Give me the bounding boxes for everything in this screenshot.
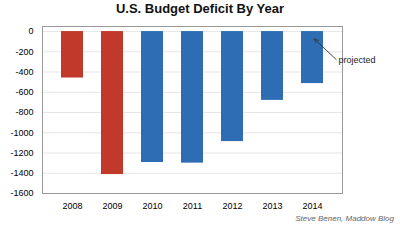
svg-text:2014: 2014 [302, 201, 322, 211]
svg-text:-1600: -1600 [10, 188, 33, 198]
svg-text:-200: -200 [15, 47, 33, 57]
svg-text:-800: -800 [15, 107, 33, 117]
svg-text:2009: 2009 [102, 201, 122, 211]
html-text:Steve Benen, Maddow Blog: Steve Benen, Maddow Blog [295, 214, 394, 223]
svg-text:2012: 2012 [222, 201, 242, 211]
svg-text:2008: 2008 [62, 201, 82, 211]
svg-text:0: 0 [28, 26, 33, 36]
svg-text:2010: 2010 [142, 201, 162, 211]
svg-text:projected: projected [338, 55, 375, 65]
svg-text:-400: -400 [15, 67, 33, 77]
svg-text:-1400: -1400 [10, 168, 33, 178]
svg-text:-1200: -1200 [10, 148, 33, 158]
svg-text:-600: -600 [15, 87, 33, 97]
svg-text:2013: 2013 [262, 201, 282, 211]
html-text:U.S. Budget Deficit By Year: U.S. Budget Deficit By Year [116, 1, 284, 16]
svg-text:-1000: -1000 [10, 128, 33, 138]
svg-text:2011: 2011 [183, 201, 202, 211]
